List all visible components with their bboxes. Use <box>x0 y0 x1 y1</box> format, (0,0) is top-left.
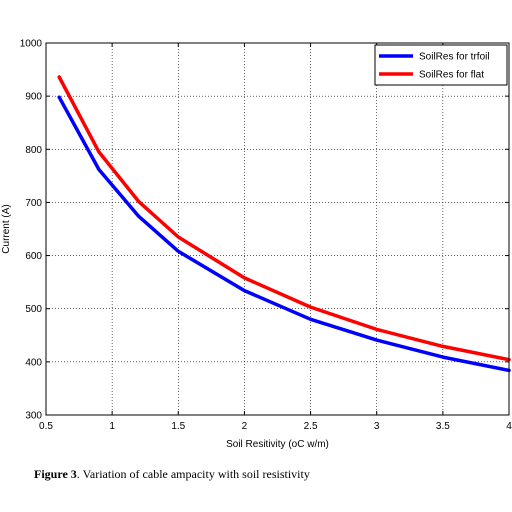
x-axis-title: Soil Resitivity (oC w/m) <box>226 439 329 450</box>
plot-area <box>46 43 509 415</box>
x-tick-label: 0.5 <box>39 421 53 432</box>
x-tick-label: 1 <box>109 421 115 432</box>
caption-text: . Variation of cable ampacity with soil … <box>76 467 310 481</box>
y-tick-label: 600 <box>25 251 42 262</box>
legend-box <box>374 44 508 86</box>
grid-lines <box>46 43 509 415</box>
y-tick-label: 400 <box>25 357 42 368</box>
y-axis-title: Current (A) <box>1 204 12 253</box>
x-tick-label: 2 <box>242 421 248 432</box>
legend-label: SoilRes for flat <box>419 70 484 81</box>
x-tick-labels: 0.5 1 1.5 2 2.5 3 3.5 4 <box>39 421 512 432</box>
legend-label: SoilRes for trfoil <box>419 52 490 63</box>
figure-caption: Figure 3. Variation of cable ampacity wi… <box>34 467 504 481</box>
series-line-1 <box>57 95 511 373</box>
y-tick-labels: 300 400 500 600 700 800 900 1000 <box>20 39 43 422</box>
x-tick-label: 3 <box>374 421 380 432</box>
y-tick-label: 700 <box>25 198 42 209</box>
caption-label: Figure 3 <box>34 467 77 481</box>
legend: SoilRes for trfoil SoilRes for flat <box>374 44 508 86</box>
x-tick-label: 4 <box>506 421 512 432</box>
x-tick-label: 1.5 <box>171 421 185 432</box>
x-tick-label: 3.5 <box>436 421 450 432</box>
series-lines <box>57 75 511 373</box>
y-tick-label: 300 <box>25 411 42 422</box>
y-tick-label: 1000 <box>20 39 43 50</box>
y-tick-label: 500 <box>25 304 42 315</box>
plot-frame <box>45 42 510 416</box>
y-tick-label: 800 <box>25 145 42 156</box>
y-tick-label: 900 <box>25 92 42 103</box>
x-tick-label: 2.5 <box>304 421 318 432</box>
series-line-2 <box>57 75 511 362</box>
